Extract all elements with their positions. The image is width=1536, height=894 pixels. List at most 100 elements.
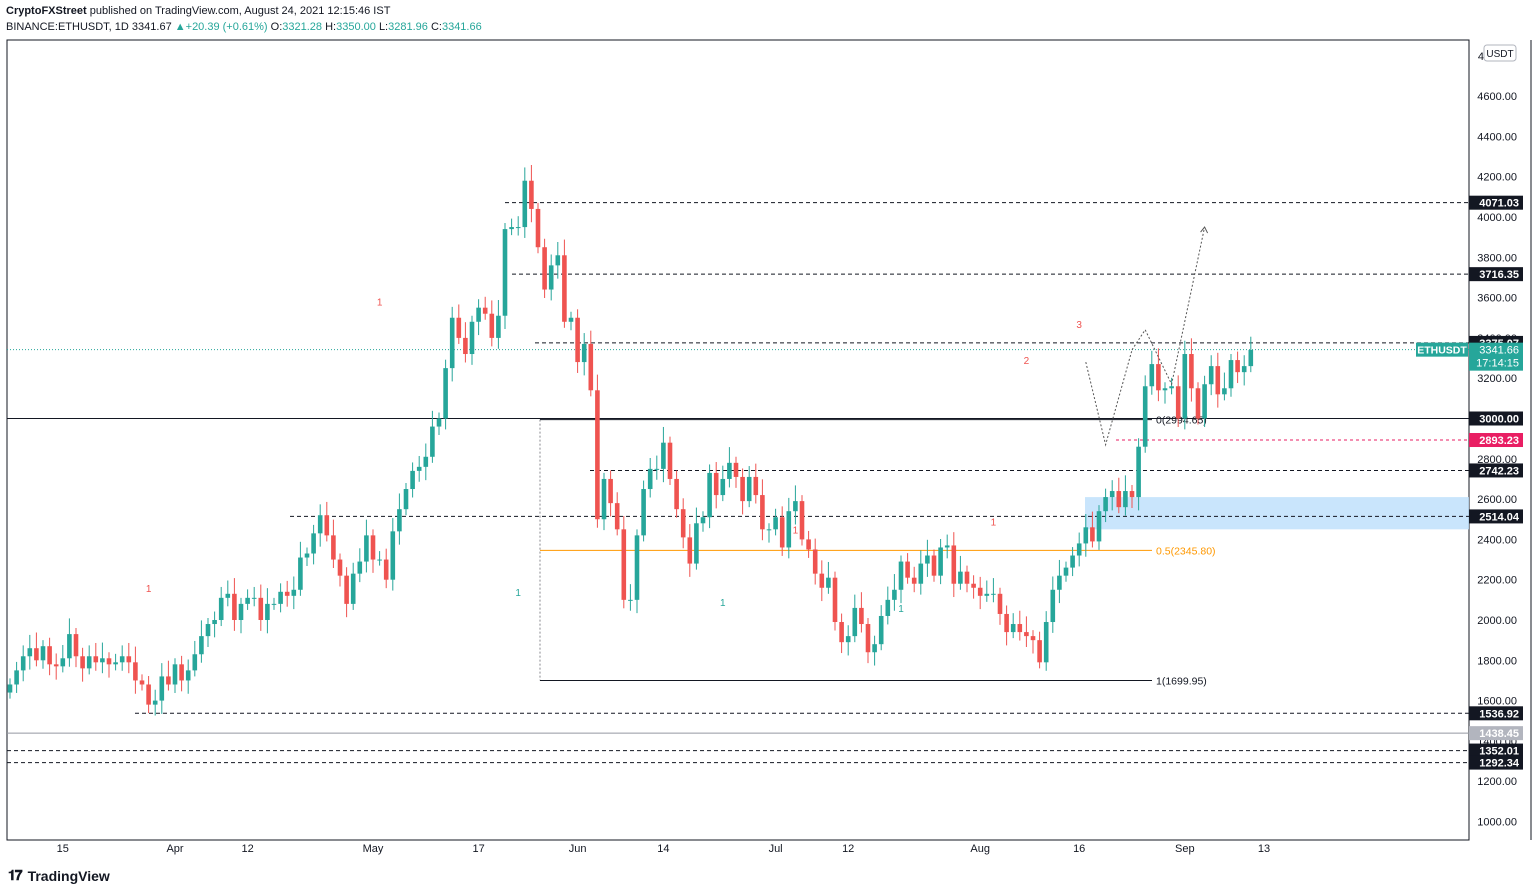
y-tick-label: 4400.00 [1477,131,1517,143]
candle-body [575,317,580,363]
candle-body [680,509,686,538]
candle-body [773,517,778,530]
sequential-label: 1 [515,588,521,599]
candle-body [581,343,587,363]
candle-body [139,680,145,685]
candle-body [1024,632,1029,637]
level-tag [1469,195,1523,210]
candle-body [1063,567,1069,576]
tradingview-logo[interactable]: 𝟏𝟕 TradingView [8,868,110,884]
x-tick-label: Apr [166,843,183,855]
candle-body [1228,360,1234,389]
author-name[interactable]: CryptoFXStreet [6,5,87,17]
current-price-label: 3341.66 [1479,345,1519,357]
level-label: 3000.00 [1479,414,1519,426]
candle-body [753,476,759,496]
candle-body [370,535,376,560]
candle-body [1123,491,1128,508]
sequential-label: 1 [377,298,383,309]
candle-body [826,577,831,588]
candle-body [509,227,514,230]
candle-body [601,478,607,520]
candle-body [628,599,633,601]
currency-label: USDT [1486,49,1513,60]
candle-body [232,593,237,620]
candle-body [86,656,92,669]
y-tick-label: 3800.00 [1477,252,1517,264]
candle-body [733,462,739,477]
level-tag [1469,755,1523,770]
candle-body [133,662,138,681]
candle-body [1222,388,1227,395]
x-tick-label: 17 [472,843,484,855]
forecast-arrow-icon [1200,226,1209,234]
symbol-line: BINANCE:ETHUSDT, 1D 3341.67 ▲+20.39 (+0.… [6,20,482,35]
candle-body [357,561,363,574]
candle-body [1050,589,1056,623]
candle-body [614,503,620,530]
candle-body [984,593,990,596]
candle-body [925,555,930,564]
candle-body [911,577,917,584]
candle-body [337,559,343,576]
candle-body [964,571,970,584]
x-tick-label: Aug [970,843,990,855]
candle-body [271,603,277,605]
symbol-name[interactable]: BINANCE:ETHUSDT, 1D [6,21,129,33]
sequential-label: 1 [793,525,799,536]
x-tick-label: 12 [842,843,854,855]
countdown-label: 17:14:15 [1476,358,1519,370]
candle-body [1076,543,1082,556]
demand-zone [1085,497,1469,530]
candle-body [377,559,382,561]
candle-body [793,501,798,512]
candle-body [291,589,297,596]
x-tick-label: Jun [569,843,587,855]
level-label: 4071.03 [1479,198,1519,210]
candle-body [687,537,693,564]
candle-body [1142,386,1148,447]
candle-body [443,368,448,419]
candle-body [535,208,541,248]
x-tick-label: 12 [241,843,253,855]
candle-body [832,577,838,623]
candle-body [489,313,495,338]
candle-body [449,317,455,369]
candle-body [113,662,118,665]
candle-body [100,658,105,663]
candle-body [80,656,85,669]
candle-body [1182,354,1188,419]
candle-body [713,472,719,496]
candle-body [845,636,851,643]
candle-body [515,227,521,229]
candle-body [311,533,316,554]
candle-body [344,575,349,604]
candle-body [185,670,191,681]
y-tick-label: 1000.00 [1477,817,1517,829]
current-price-tag [1469,342,1523,371]
candle-body [1037,640,1042,663]
candle-body [60,658,66,667]
candle-body [7,684,13,693]
candle-body [179,664,184,681]
y-tick-label: 3200.00 [1477,373,1517,385]
candle-body [819,573,825,588]
candle-body [694,523,699,564]
publish-info: published on TradingView.com, August 24,… [86,5,391,17]
candle-body [53,664,59,667]
candle-body [1241,366,1247,373]
candle-body [331,535,336,560]
candle-body [172,664,178,685]
candle-body [674,478,679,510]
candle-body [324,515,330,536]
candle-body [166,676,171,685]
level-label: 2742.23 [1479,465,1519,477]
x-tick-label: 14 [657,843,669,855]
close-value: 3341.66 [441,21,482,33]
level-tag [1469,411,1523,426]
candle-body [529,180,534,209]
candle-body [146,684,151,705]
candle-body [1103,497,1108,512]
